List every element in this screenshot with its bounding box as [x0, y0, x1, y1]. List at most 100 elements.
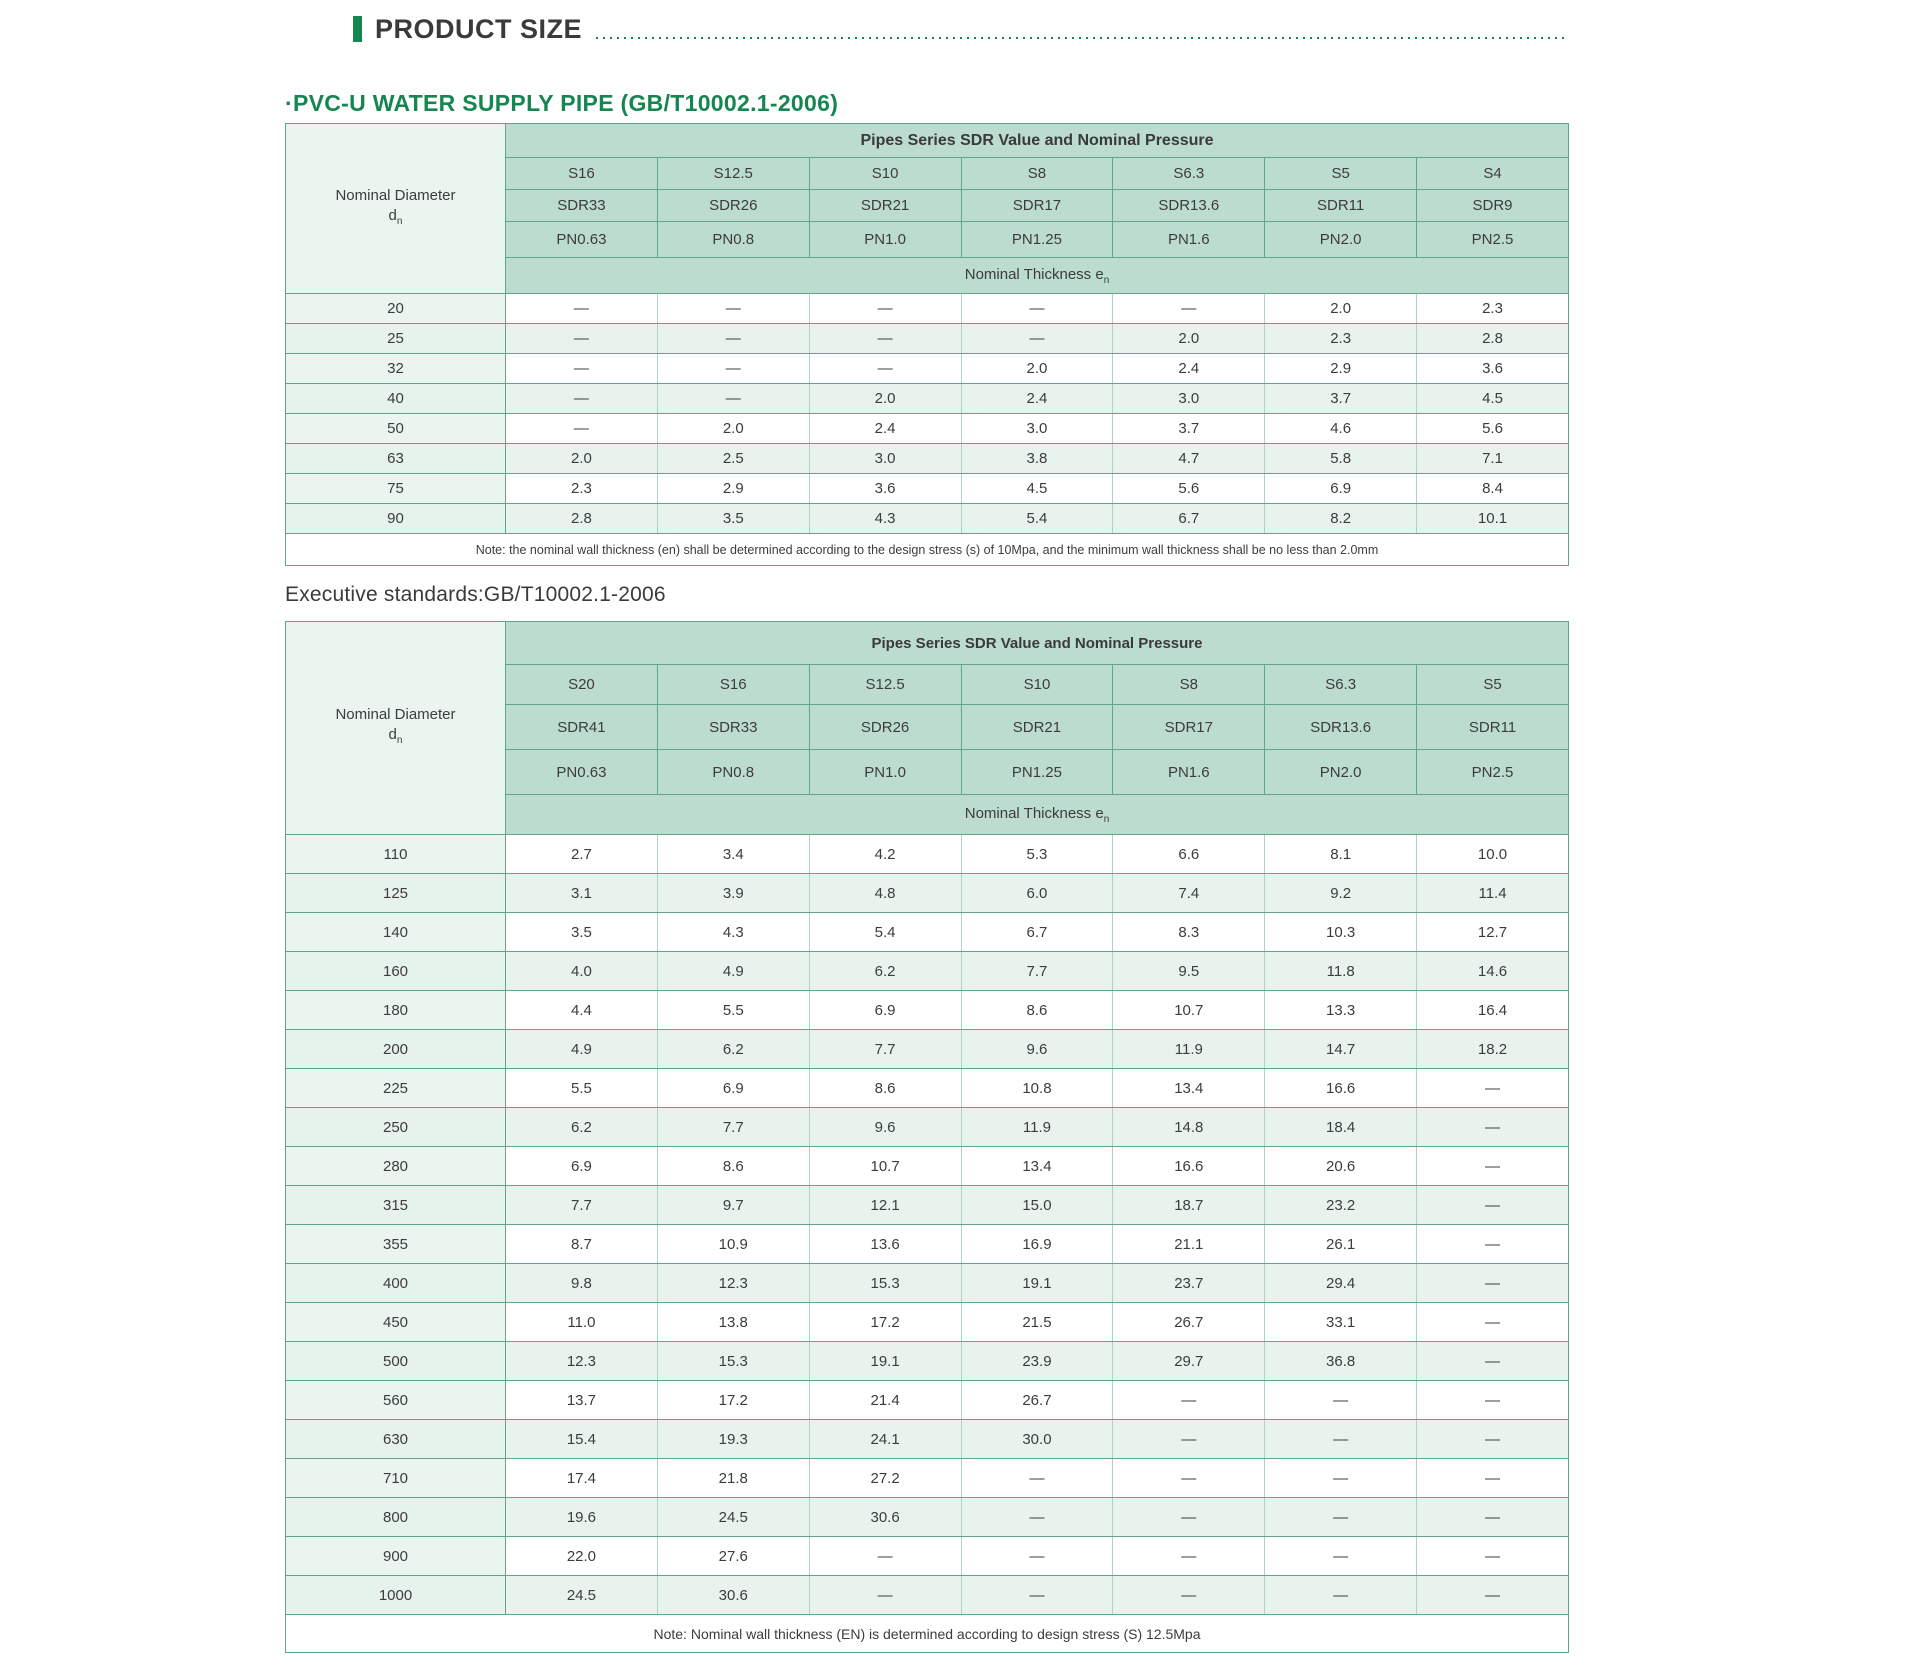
thickness-header-cell: Nominal Thickness en [505, 257, 1569, 294]
thickness-value-cell: 10.8 [960, 1068, 1114, 1108]
diameter-cell: 90 [285, 503, 506, 534]
thickness-value-cell: 2.8 [1416, 323, 1569, 354]
thickness-header-cell: Nominal Thickness en [505, 794, 1569, 835]
header-cell: S10 [808, 157, 962, 190]
header-cell: S5 [1416, 664, 1569, 705]
thickness-value-cell: — [1264, 1380, 1418, 1420]
thickness-value-cell: 13.8 [656, 1302, 810, 1342]
header-cell: SDR9 [1416, 189, 1569, 222]
header-cell: SDR11 [1264, 189, 1418, 222]
header-cell: S12.5 [656, 157, 810, 190]
thickness-value-cell: 9.8 [505, 1263, 658, 1303]
thickness-value-cell: 11.0 [505, 1302, 658, 1342]
thickness-value-cell: 2.8 [505, 503, 658, 534]
diameter-cell: 32 [285, 353, 506, 384]
thickness-value-cell: — [505, 383, 658, 414]
page-title: PRODUCT SIZE [375, 14, 583, 44]
header-cell: PN0.63 [505, 221, 658, 258]
series-group-header: Pipes Series SDR Value and Nominal Press… [505, 123, 1569, 158]
thickness-value-cell: 2.0 [960, 353, 1114, 384]
header-cell: S6.3 [1112, 157, 1266, 190]
thickness-value-cell: — [1264, 1536, 1418, 1576]
thickness-value-cell: — [1416, 1302, 1569, 1342]
size-row: 630 15.4 19.3 24.1 30.0— — — [285, 1419, 1569, 1459]
table-body: 110 2.7 3.4 4.2 5.3 6.6 8.1 10.0 125 3.1 3.9 4.8 6.0… [285, 834, 1569, 1615]
thickness-value-cell: 2.4 [960, 383, 1114, 414]
thickness-value-cell: 22.0 [505, 1536, 658, 1576]
size-row: 315 7.7 9.7 12.1 15.0 18.7 23.2— [285, 1185, 1569, 1225]
diameter-cell: 560 [285, 1380, 506, 1420]
thickness-header-row: Nominal Thickness en [286, 794, 1569, 835]
diameter-cell: 355 [285, 1224, 506, 1264]
thickness-value-cell: 3.4 [656, 834, 810, 874]
thickness-value-cell: 23.7 [1112, 1263, 1266, 1303]
header-cell: PN0.8 [656, 221, 810, 258]
thickness-value-cell: 2.7 [505, 834, 658, 874]
thickness-value-cell: — [1416, 1146, 1569, 1186]
header-cell: SDR21 [960, 704, 1114, 750]
size-row: 800 19.6 24.5 30.6— — — — [285, 1497, 1569, 1537]
series-group-header: Pipes Series SDR Value and Nominal Press… [505, 621, 1569, 665]
thickness-value-cell: 2.3 [1416, 293, 1569, 324]
size-row: 20— — — — —2.0 2.3 [285, 293, 1569, 324]
sdr-values-row: SDR33 SDR26 SDR21 SDR17 SDR13.6 SDR11 SDR9 [286, 189, 1569, 222]
thickness-value-cell: — [808, 323, 962, 354]
header-cell: SDR41 [505, 704, 658, 750]
thickness-value-cell: — [960, 1575, 1114, 1615]
thickness-value-cell: 17.2 [656, 1380, 810, 1420]
header-cell: S20 [505, 664, 658, 705]
size-row: 900 22.0 27.6— — — — — [285, 1536, 1569, 1576]
header-cell: S5 [1264, 157, 1418, 190]
s-values-row: S16 S12.5 S10 S8 S6.3 S5 S4 [286, 157, 1569, 190]
size-row: 75 2.3 2.9 3.6 4.5 5.6 6.9 8.4 [285, 473, 1569, 504]
thickness-value-cell: 4.0 [505, 951, 658, 991]
diameter-cell: 710 [285, 1458, 506, 1498]
size-row: 140 3.5 4.3 5.4 6.7 8.3 10.3 12.7 [285, 912, 1569, 952]
thickness-value-cell: 2.4 [808, 413, 962, 444]
thickness-value-cell: 8.2 [1264, 503, 1418, 534]
thickness-value-cell: 19.1 [808, 1341, 962, 1381]
thickness-value-cell: 11.9 [1112, 1029, 1266, 1069]
thickness-value-cell: 6.7 [1112, 503, 1266, 534]
thickness-value-cell: 17.2 [808, 1302, 962, 1342]
thickness-value-cell: 7.1 [1416, 443, 1569, 474]
thickness-value-cell: — [505, 323, 658, 354]
header-cell: PN2.5 [1416, 221, 1569, 258]
thickness-value-cell: 24.1 [808, 1419, 962, 1459]
size-row: 560 13.7 17.2 21.4 26.7— — — [285, 1380, 1569, 1420]
header-cell: PN0.63 [505, 749, 658, 795]
size-row: 200 4.9 6.2 7.7 9.6 11.9 14.7 18.2 [285, 1029, 1569, 1069]
thickness-value-cell: 17.4 [505, 1458, 658, 1498]
table-note-row: Note: Nominal wall thickness (EN) is det… [285, 1614, 1569, 1653]
thickness-value-cell: 5.3 [960, 834, 1114, 874]
thickness-value-cell: — [808, 1536, 962, 1576]
thickness-value-cell: 13.7 [505, 1380, 658, 1420]
thickness-value-cell: 13.4 [1112, 1068, 1266, 1108]
thickness-value-cell: — [1416, 1263, 1569, 1303]
thickness-value-cell: 5.4 [960, 503, 1114, 534]
thickness-value-cell: 6.9 [656, 1068, 810, 1108]
thickness-value-cell: 2.3 [1264, 323, 1418, 354]
table-header-row: Nominal Diameter dn Pipes Series SDR Val… [285, 621, 1569, 835]
thickness-value-cell: 12.7 [1416, 912, 1569, 952]
thickness-value-cell: 7.7 [505, 1185, 658, 1225]
thickness-value-cell: 10.7 [1112, 990, 1266, 1030]
thickness-value-cell: 2.0 [1112, 323, 1266, 354]
thickness-value-cell: 12.3 [656, 1263, 810, 1303]
pn-values-row: PN0.63 PN0.8 PN1.0 PN1.25 PN1.6 PN2.0 PN2.5 [286, 221, 1569, 258]
thickness-value-cell: 36.8 [1264, 1341, 1418, 1381]
thickness-value-cell: 16.4 [1416, 990, 1569, 1030]
thickness-value-cell: 9.7 [656, 1185, 810, 1225]
thickness-value-cell: 9.5 [1112, 951, 1266, 991]
thickness-value-cell: 2.5 [656, 443, 810, 474]
thickness-value-cell: — [1416, 1341, 1569, 1381]
diameter-cell: 315 [285, 1185, 506, 1225]
thickness-value-cell: 16.6 [1112, 1146, 1266, 1186]
thickness-value-cell: — [960, 1458, 1114, 1498]
thickness-value-cell: 2.4 [1112, 353, 1266, 384]
thickness-value-cell: 6.2 [656, 1029, 810, 1069]
thickness-value-cell: 6.7 [960, 912, 1114, 952]
thickness-header-row: Nominal Thickness en [286, 257, 1569, 294]
thickness-value-cell: 14.6 [1416, 951, 1569, 991]
thickness-value-cell: — [808, 293, 962, 324]
